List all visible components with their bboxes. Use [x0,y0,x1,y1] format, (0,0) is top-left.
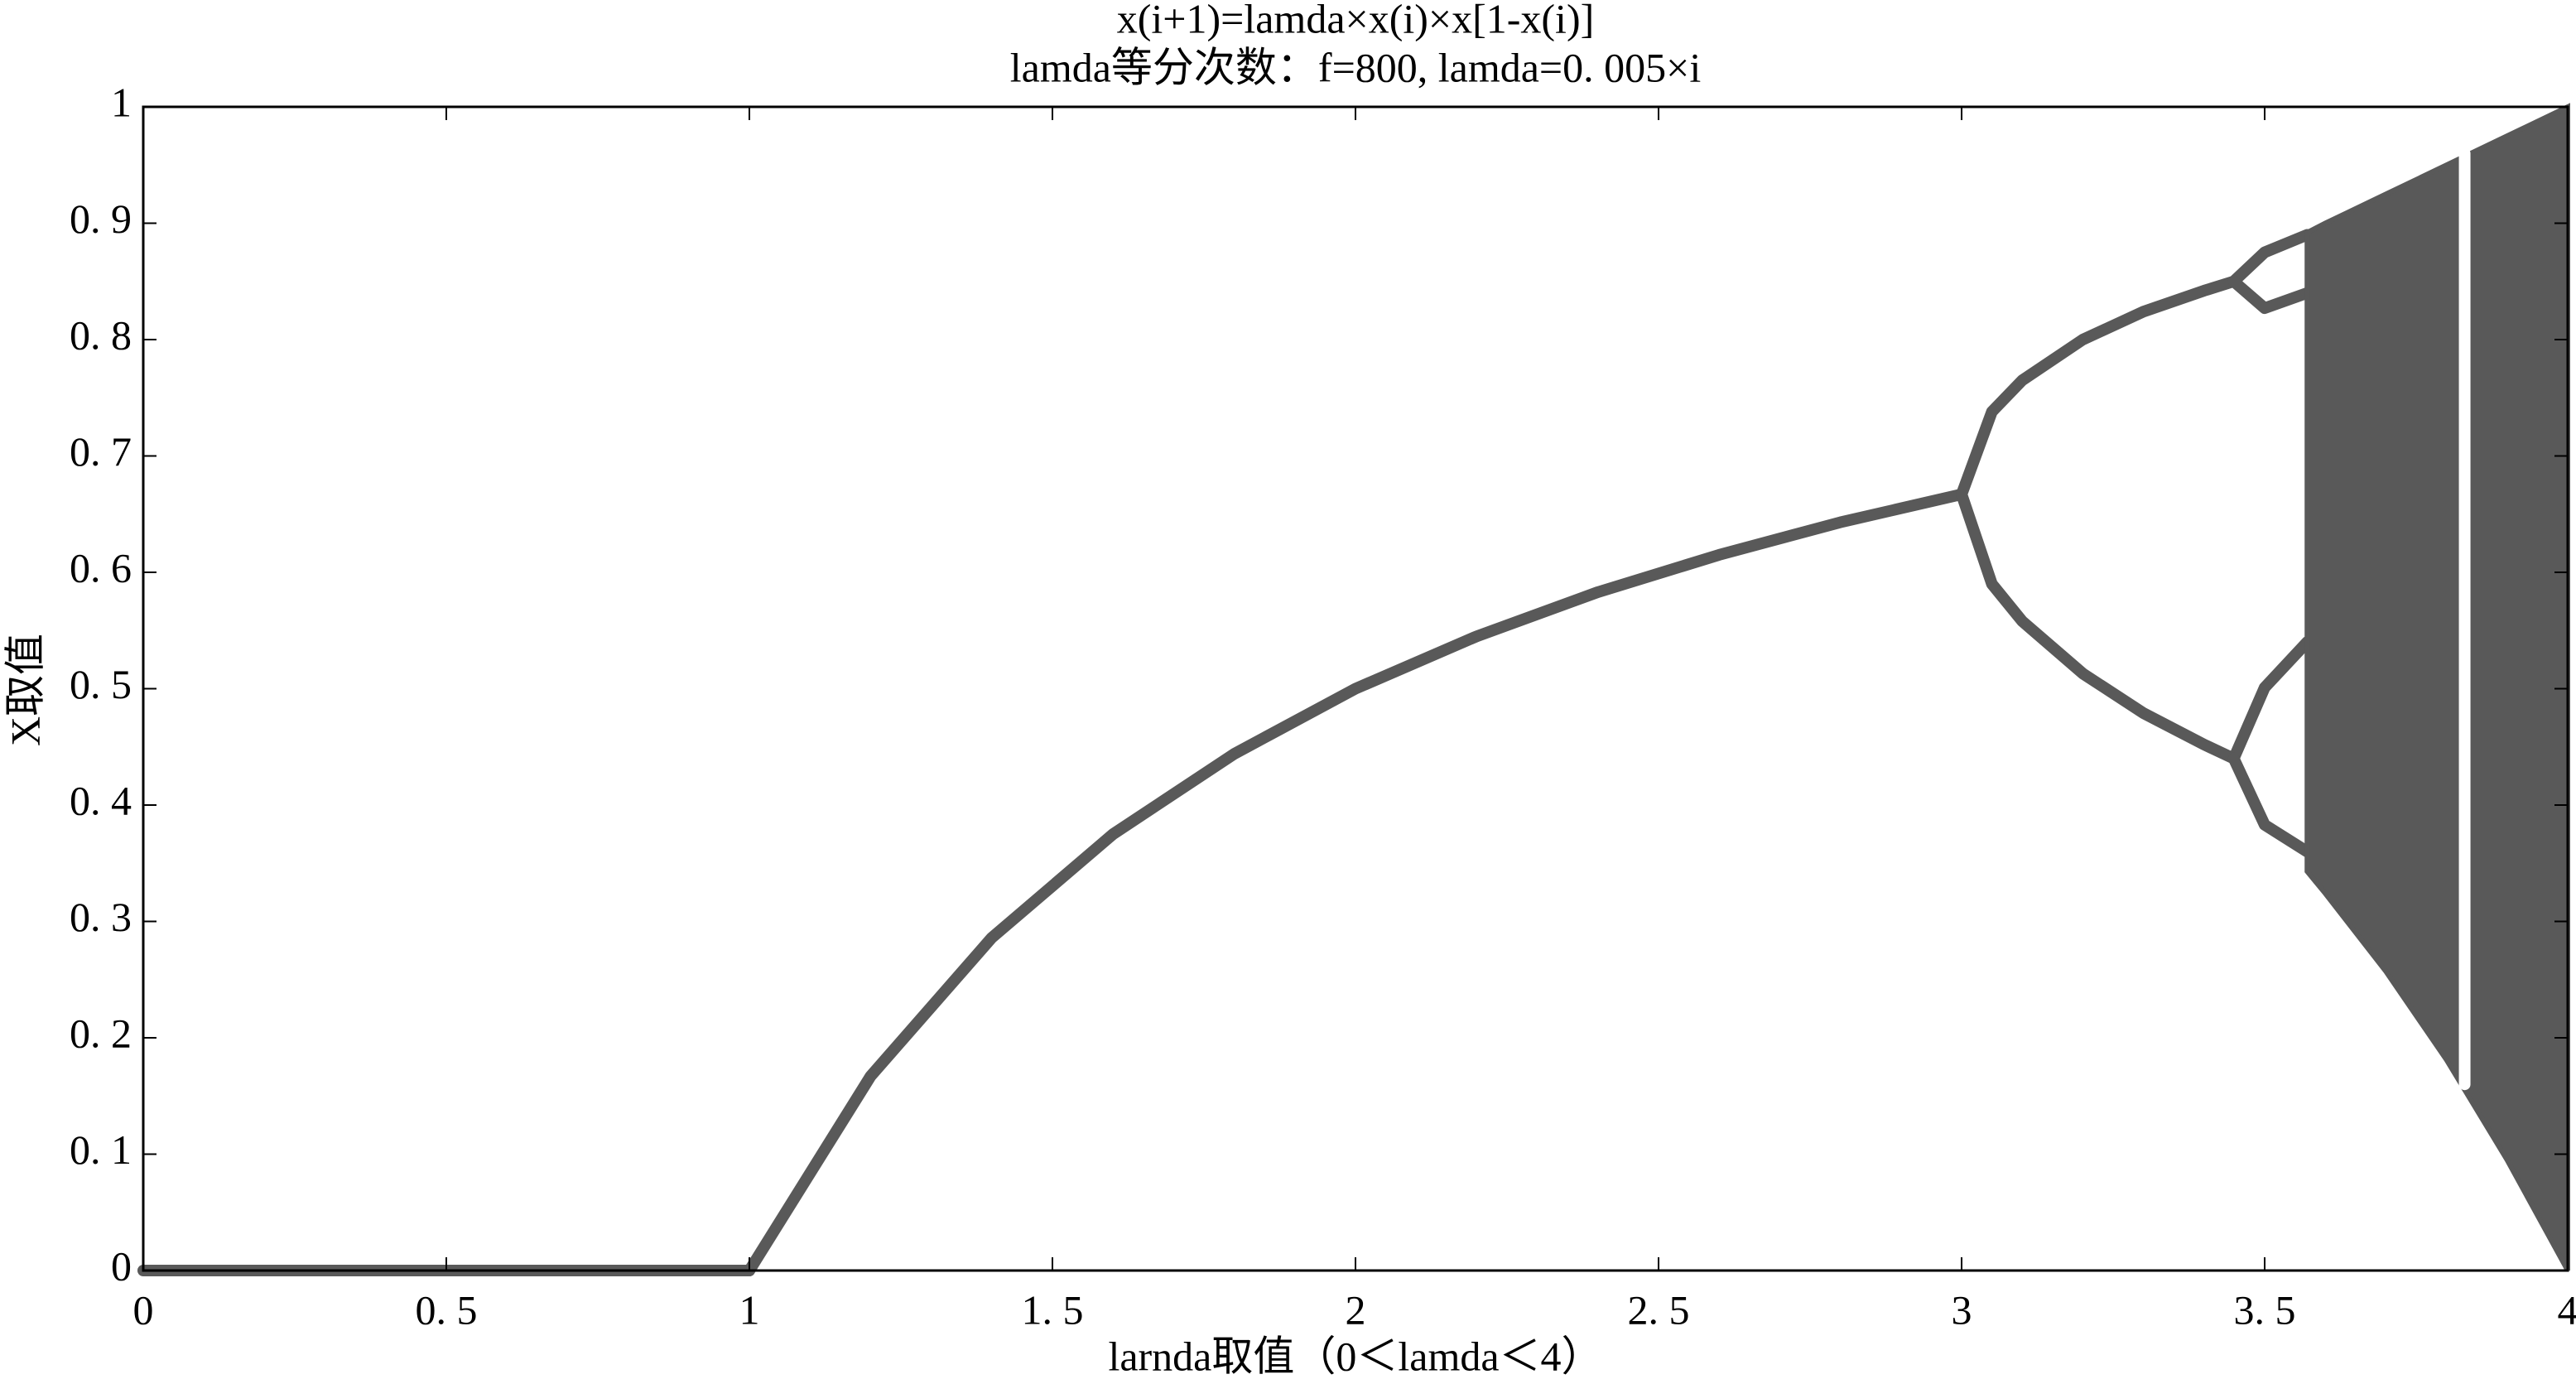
branch [1956,488,2240,764]
x-tick-label: 0 [133,1286,154,1333]
branch [2227,752,2314,858]
y-tick-label: 0. 6 [70,544,132,591]
branch [2227,229,2314,287]
y-tick-label: 0. 5 [70,661,132,707]
y-tick-label: 0. 2 [70,1010,132,1056]
chart-title: x(i+1)=lamda×x(i)×x[1-x(i)] [1117,0,1595,41]
x-tick-label: 3. 5 [2234,1286,2296,1333]
y-axis-label: X取值 [2,634,48,746]
branch [2227,636,2314,764]
x-tick-label: 1. 5 [1022,1286,1084,1333]
y-tick-label: 0. 8 [70,311,132,358]
y-tick-label: 0. 4 [70,777,132,823]
chaotic-band [2304,103,2570,1272]
y-tick-label: 1 [111,79,132,125]
x-axis-label: larnda取值（0＜lamda＜4） [1108,1333,1602,1379]
branch [2227,275,2314,315]
x-tick-label: 0. 5 [416,1286,478,1333]
chart-subtitle: lamda等分次数：f=800, lamda=0. 005×i [1010,44,1701,90]
x-tick-label: 3 [1952,1286,1972,1333]
y-tick-label: 0. 3 [70,894,132,940]
x-tick-label: 2. 5 [1628,1286,1690,1333]
x-tick-label: 2 [1346,1286,1366,1333]
x-tick-label: 4 [2558,1286,2576,1333]
branch [744,488,1967,1276]
y-tick-label: 0. 1 [70,1126,132,1173]
y-tick-label: 0. 9 [70,195,132,242]
x-tick-label: 1 [739,1286,760,1333]
y-tick-label: 0. 7 [70,428,132,475]
branch [1956,275,2240,500]
y-tick-label: 0 [111,1242,132,1289]
